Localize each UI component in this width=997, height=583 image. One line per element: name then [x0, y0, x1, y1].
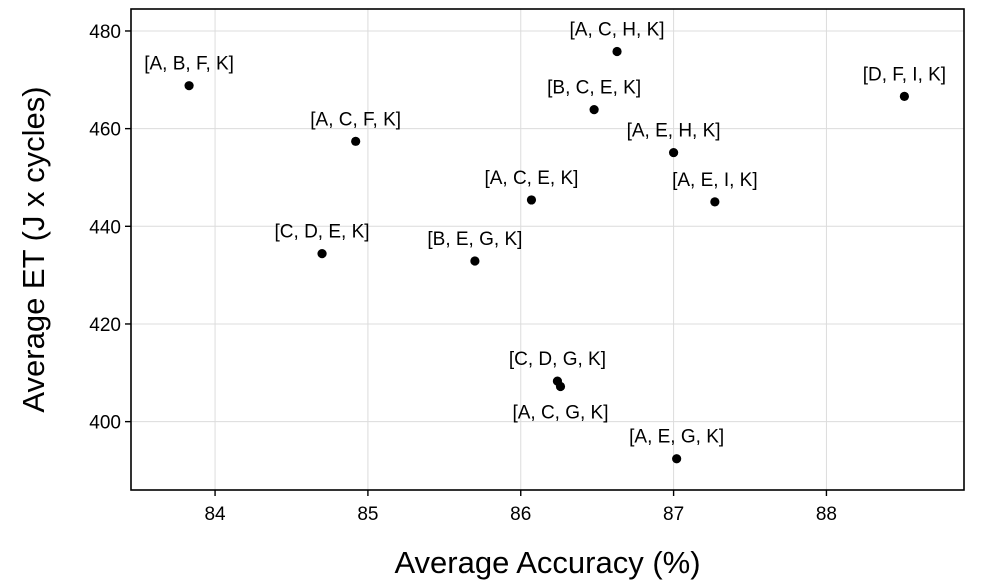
data-point: [589, 104, 599, 115]
point-label: [C, D, E, K]: [275, 222, 370, 243]
y-tick-label: 420: [89, 315, 121, 336]
data-point: [612, 46, 622, 57]
y-tick-label: 480: [89, 22, 121, 43]
y-tick-label: 460: [89, 120, 121, 141]
data-point: [526, 195, 537, 205]
point-label: [C, D, G, K]: [509, 349, 606, 370]
data-point: [668, 147, 679, 158]
grid: [131, 9, 964, 490]
y-tick-label: 440: [89, 217, 121, 238]
point-label: [A, C, F, K]: [310, 109, 401, 130]
x-tick-label: 88: [816, 504, 837, 525]
point-label: [B, E, G, K]: [427, 229, 522, 250]
data-point: [710, 197, 720, 207]
data-point: [672, 454, 682, 464]
x-tick-label: 86: [510, 504, 531, 525]
y-axis-ticks: 400 420 440 460 480: [89, 22, 131, 434]
data-point: [351, 136, 361, 146]
data-point: [555, 381, 566, 392]
x-tick-label: 84: [204, 504, 226, 525]
point-label: [A, C, H, K]: [570, 19, 665, 40]
point-label: [D, F, I, K]: [863, 64, 946, 85]
y-axis-title: Average ET (J x cycles): [16, 86, 51, 412]
point-label: [A, B, F, K]: [144, 54, 234, 75]
point-label: [A, C, G, K]: [512, 402, 608, 423]
point-label: [A, E, I, K]: [672, 170, 758, 191]
y-tick-label: 400: [89, 413, 121, 434]
data-point: [470, 256, 480, 266]
x-tick-label: 87: [663, 504, 684, 525]
data-points: [184, 46, 909, 464]
x-tick-label: 85: [357, 504, 378, 525]
point-labels: [A, B, F, K] [A, C, F, K] [C, D, E, K] [B, …: [144, 19, 946, 447]
point-label: [A, E, H, K]: [627, 121, 721, 142]
point-label: [A, E, G, K]: [629, 427, 724, 448]
data-point: [317, 249, 327, 259]
data-point: [184, 81, 194, 91]
point-label: [A, C, E, K]: [484, 168, 578, 189]
point-label: [B, C, E, K]: [547, 78, 641, 99]
plot-frame: [130, 8, 965, 491]
x-axis-ticks: 84 85 86 87 88: [204, 490, 837, 525]
x-axis-title: Average Accuracy (%): [394, 545, 700, 580]
data-point: [899, 91, 909, 102]
